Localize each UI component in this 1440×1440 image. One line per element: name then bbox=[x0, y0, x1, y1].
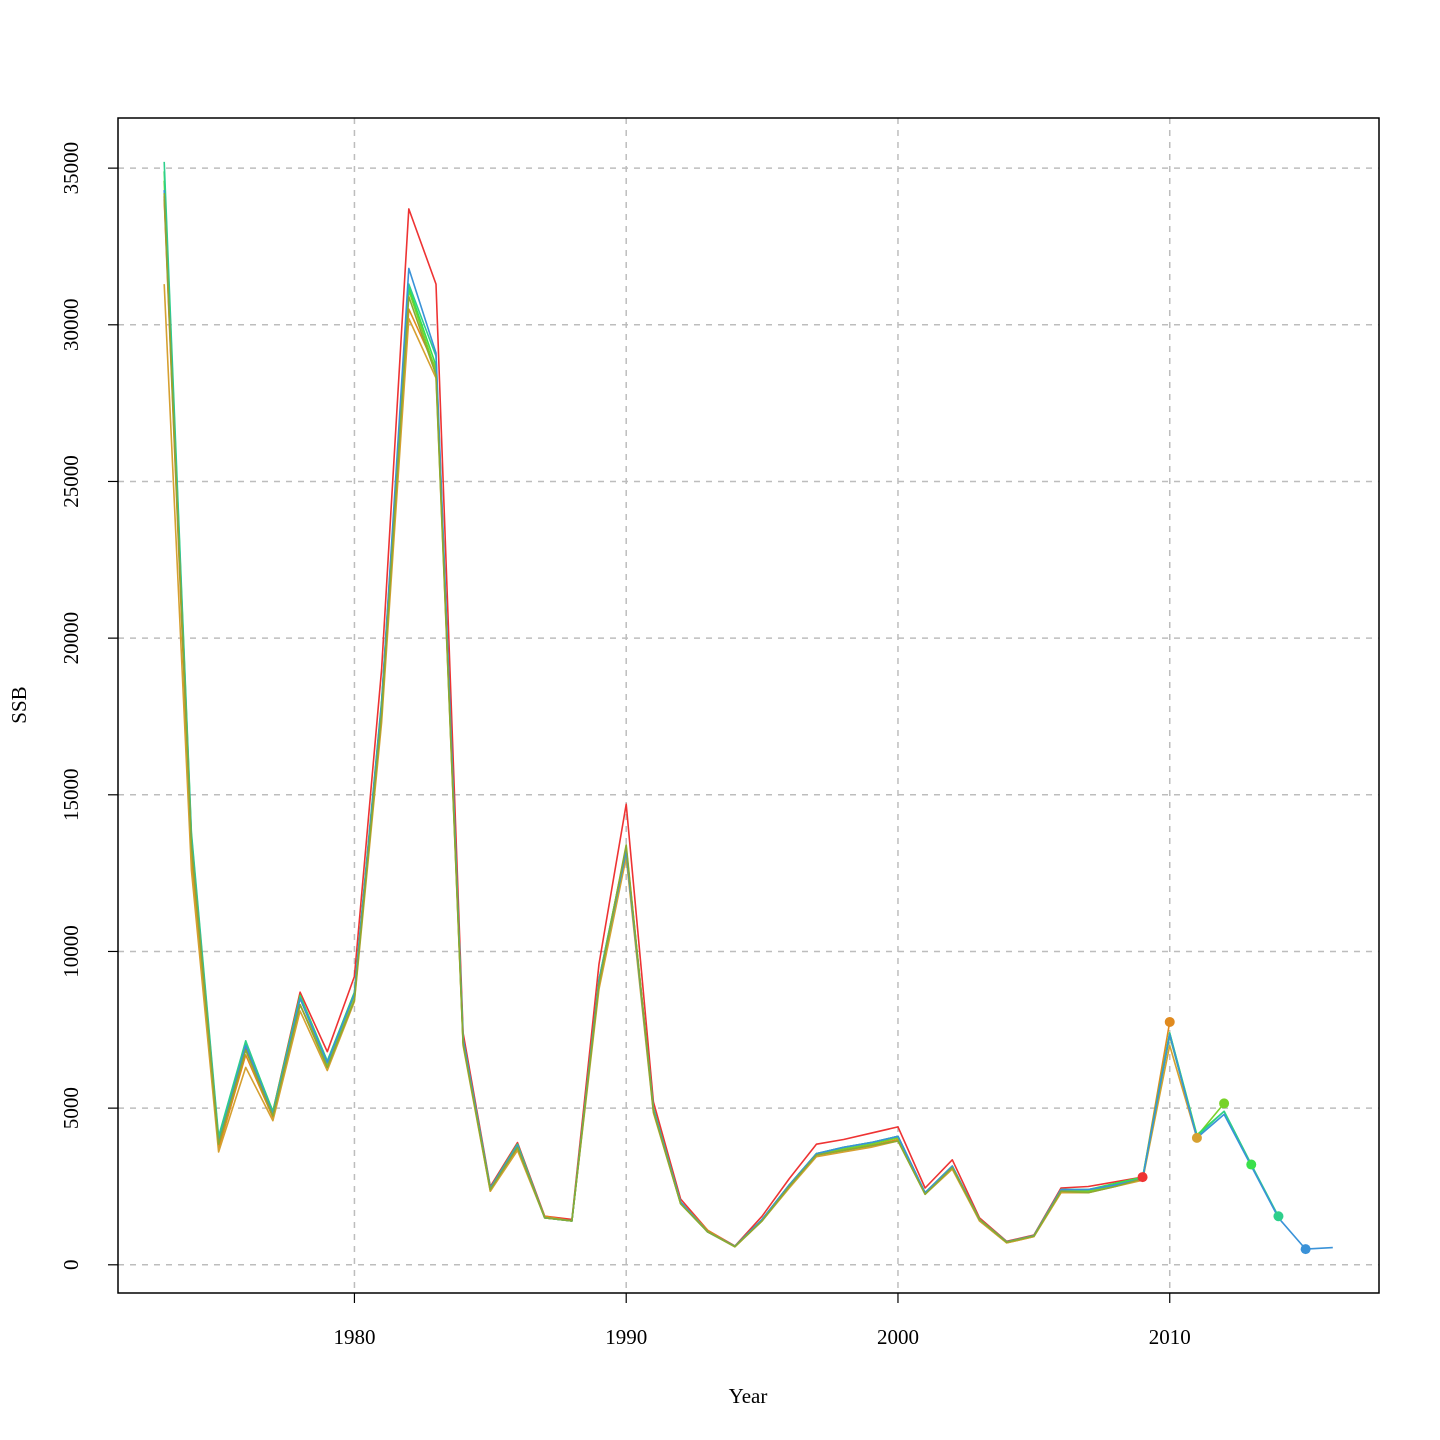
series-line-1 bbox=[163, 196, 1143, 1247]
y-tick-label: 10000 bbox=[59, 925, 83, 978]
series-end-point-4 bbox=[1219, 1098, 1230, 1109]
series-end-markers bbox=[1137, 1016, 1311, 1255]
x-axis-label: Year bbox=[729, 1384, 768, 1408]
series-end-point-3 bbox=[1191, 1132, 1202, 1143]
series-line-8 bbox=[163, 193, 1143, 1248]
series-line-5 bbox=[163, 171, 1253, 1248]
series-end-point-2 bbox=[1164, 1016, 1175, 1027]
series-end-point-1 bbox=[1137, 1172, 1148, 1183]
plot-frame bbox=[117, 117, 1380, 1294]
y-tick-label: 30000 bbox=[59, 299, 83, 352]
y-tick-label: 35000 bbox=[59, 142, 83, 195]
x-tick-label: 2000 bbox=[877, 1325, 919, 1349]
y-axis-ticks: 0 5000 10000 15000 20000 25000 30000 35000 bbox=[59, 142, 118, 1270]
series-end-point-6 bbox=[1273, 1211, 1284, 1222]
y-tick-label: 5000 bbox=[59, 1087, 83, 1129]
series-lines bbox=[163, 161, 1333, 1250]
series-end-point-5 bbox=[1246, 1159, 1257, 1170]
series-end-point-7 bbox=[1300, 1244, 1311, 1255]
y-tick-label: 15000 bbox=[59, 769, 83, 822]
y-tick-label: 20000 bbox=[59, 612, 83, 665]
series-line-2 bbox=[163, 199, 1171, 1248]
x-tick-label: 1990 bbox=[605, 1325, 647, 1349]
series-line-4 bbox=[163, 180, 1225, 1248]
x-tick-label: 2010 bbox=[1149, 1325, 1191, 1349]
series-line-3 bbox=[163, 284, 1198, 1248]
y-tick-label: 25000 bbox=[59, 455, 83, 508]
x-tick-label: 1980 bbox=[333, 1325, 375, 1349]
y-axis-label: SSB bbox=[7, 686, 31, 723]
x-axis-ticks: 1980 1990 2000 2010 bbox=[333, 1293, 1191, 1349]
y-tick-label: 0 bbox=[59, 1260, 83, 1271]
grid-lines bbox=[118, 118, 1379, 1293]
